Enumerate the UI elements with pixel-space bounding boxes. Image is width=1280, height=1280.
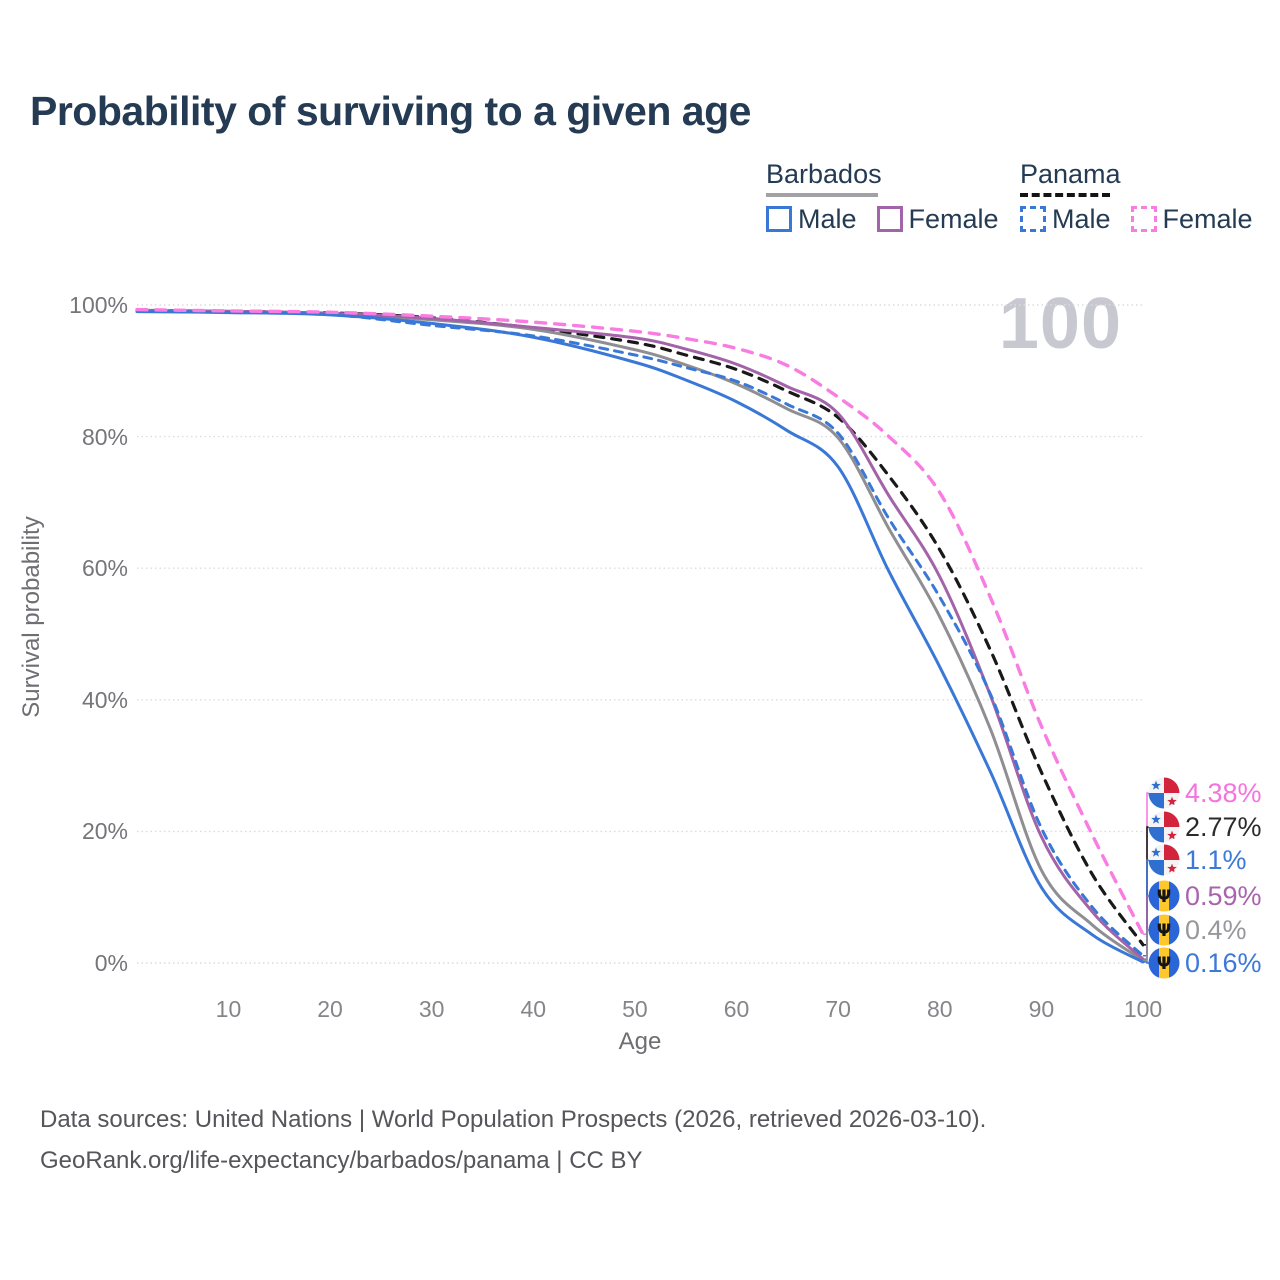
legend-item-label: Female	[908, 203, 999, 234]
legend-item-barbados-female[interactable]: Female	[876, 203, 999, 235]
x-tick-label: 90	[1028, 996, 1055, 1022]
panama-female-swatch-icon	[1130, 206, 1157, 233]
y-tick-label: 100%	[69, 292, 128, 318]
curve-panama-both	[135, 308, 1145, 947]
legend-country-barbados[interactable]: Barbados	[766, 159, 882, 189]
x-tick-label: 30	[418, 996, 445, 1022]
legend-group-barbados: Barbados Male Female	[766, 159, 999, 235]
x-tick-label: 80	[926, 996, 953, 1022]
series-end-value: 1.1%	[1185, 844, 1247, 875]
legend-group-panama: Panama Male Female	[1020, 159, 1253, 235]
series-end-label: 2.77%	[1148, 810, 1262, 844]
series-end-label: 0.59%	[1148, 879, 1262, 913]
x-tick-label: 10	[215, 996, 242, 1022]
y-tick-label: 60%	[81, 555, 128, 582]
country-flag-icon	[1148, 844, 1180, 876]
curve-barbados-female	[135, 308, 1145, 961]
barbados-line-style-sample	[766, 192, 878, 197]
data-sources-note: Data sources: United Nations | World Pop…	[40, 1106, 987, 1133]
curve-panama-female	[135, 307, 1145, 936]
x-tick-label: 20	[317, 996, 343, 1022]
x-tick-label: 100	[1123, 996, 1163, 1022]
barbados-female-swatch-icon	[876, 206, 903, 233]
country-flag-icon	[1148, 811, 1180, 843]
legend-item-panama-male[interactable]: Male	[1020, 204, 1111, 235]
panama-male-swatch-icon	[1020, 206, 1046, 233]
x-tick-label: 50	[622, 996, 648, 1022]
y-tick-label: 20%	[81, 818, 128, 845]
series-end-value: 0.4%	[1185, 914, 1247, 945]
y-tick-label: 80%	[81, 423, 128, 450]
legend-item-barbados-male[interactable]: Male	[766, 204, 857, 235]
legend-country-panama[interactable]: Panama	[1020, 159, 1121, 189]
series-end-value: 0.16%	[1185, 947, 1262, 978]
series-end-label: 0.4%	[1148, 913, 1247, 947]
y-tick-label: 0%	[94, 950, 128, 976]
series-end-value: 4.38%	[1185, 777, 1262, 808]
legend-item-label: Male	[798, 203, 857, 234]
country-flag-icon	[1148, 947, 1180, 979]
legend-item-panama-female[interactable]: Female	[1130, 203, 1253, 235]
curve-barbados-both	[135, 309, 1145, 962]
series-end-label: 4.38%	[1148, 776, 1262, 810]
attribution-note: GeoRank.org/life-expectancy/barbados/pan…	[40, 1147, 643, 1174]
curve-panama-male	[135, 309, 1145, 958]
age-counter-watermark: 100	[998, 284, 1122, 364]
country-flag-icon	[1148, 777, 1180, 809]
legend-item-label: Female	[1162, 203, 1253, 234]
series-end-value: 2.77%	[1185, 811, 1262, 842]
page-title: Probability of surviving to a given age	[30, 88, 751, 134]
x-axis-title: Age	[618, 1028, 662, 1055]
curve-barbados-male	[135, 310, 1145, 964]
legend-item-label: Male	[1052, 203, 1111, 234]
x-tick-label: 70	[825, 996, 851, 1022]
y-axis-title: Survival probability	[18, 516, 45, 718]
x-tick-label: 40	[520, 996, 547, 1022]
y-tick-label: 40%	[81, 686, 128, 713]
series-end-value: 0.59%	[1185, 880, 1262, 911]
panama-line-style-sample	[1020, 192, 1110, 197]
series-end-label: 0.16%	[1148, 946, 1262, 980]
country-flag-icon	[1148, 914, 1180, 946]
barbados-male-swatch-icon	[766, 206, 792, 233]
x-tick-label: 60	[723, 996, 750, 1022]
gridlines	[137, 304, 1143, 964]
country-flag-icon	[1148, 880, 1180, 912]
series-end-label: 1.1%	[1148, 843, 1247, 877]
